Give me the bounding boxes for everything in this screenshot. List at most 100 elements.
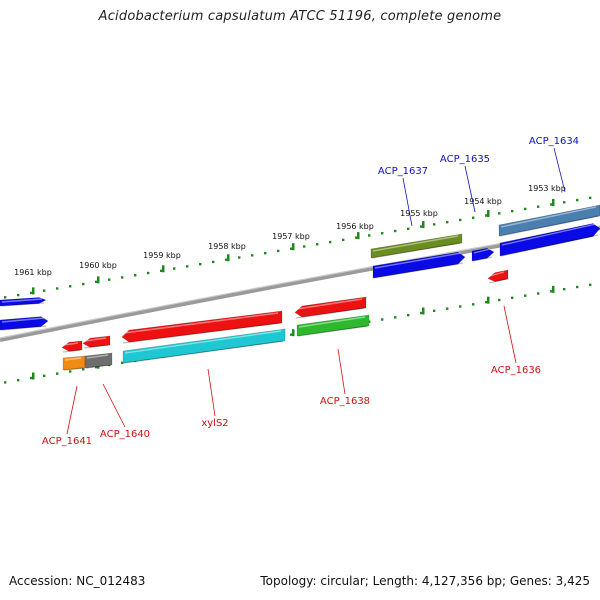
- upper-tick: [30, 291, 33, 295]
- gene-label-reverse[interactable]: ACP_1638: [320, 396, 370, 407]
- gene-acp1638-red[interactable]: [294, 296, 367, 318]
- accession-text: Accession: NC_012483: [9, 574, 146, 588]
- gene-acp1641-orange-highlight: [64, 357, 82, 361]
- upper-tick: [108, 278, 111, 281]
- gene-acp1640-gray[interactable]: [84, 352, 113, 369]
- gene-label-forward[interactable]: ACP_1637: [378, 166, 428, 177]
- gene-xyls2-cyan-shadow: [123, 340, 284, 364]
- upper-tick: [342, 238, 345, 242]
- upper-tick: [433, 223, 436, 226]
- lower-tick: [69, 370, 72, 373]
- upper-tick: [277, 249, 280, 253]
- gene-acp1638-green-shadow: [297, 325, 368, 337]
- lower-tick-major: [552, 285, 555, 293]
- gene-acp1638-green[interactable]: [296, 314, 370, 337]
- gene-acp1641-red[interactable]: [61, 340, 83, 352]
- gene-acp1640-red-shadow: [83, 344, 109, 349]
- upper-tick: [550, 203, 553, 206]
- lower-tick: [563, 287, 566, 291]
- gene-acp1640-gray-highlight: [86, 354, 109, 359]
- upper-tick: [459, 218, 462, 222]
- reverse-label-leader: [503, 305, 517, 364]
- gene-acp1636-red[interactable]: [487, 269, 509, 282]
- upper-tick-major: [97, 276, 100, 284]
- kbp-tick-label: 1954 kbp: [464, 197, 502, 206]
- gene-blue-left-highlight: [1, 317, 45, 323]
- gene-label-reverse[interactable]: ACP_1636: [491, 365, 541, 376]
- upper-tick: [238, 256, 241, 259]
- gene-acp1634-blue[interactable]: [499, 223, 600, 257]
- gene-acp1638-red-highlight: [296, 298, 363, 310]
- upper-tick: [199, 262, 202, 266]
- upper-tick: [173, 267, 176, 270]
- gene-acp1637-blue[interactable]: [372, 251, 466, 279]
- upper-tick: [43, 289, 46, 292]
- gene-red-xyls2-upper-shadow: [122, 322, 281, 344]
- lower-tick: [589, 283, 592, 287]
- reverse-label-leader: [337, 348, 346, 395]
- upper-tick: [17, 293, 20, 297]
- upper-tick: [56, 287, 59, 290]
- upper-tick: [212, 260, 215, 264]
- lower-tick-major: [292, 329, 295, 337]
- upper-tick: [355, 236, 358, 239]
- upper-tick-major: [292, 243, 295, 251]
- gene-label-reverse[interactable]: xylS2: [201, 418, 228, 429]
- lower-tick: [550, 290, 553, 293]
- gene-label-forward[interactable]: ACP_1634: [529, 136, 579, 147]
- lower-tick: [524, 294, 527, 297]
- gene-acp1635-blue-highlight: [473, 248, 491, 254]
- lower-tick: [511, 296, 514, 300]
- upper-tick: [316, 243, 319, 246]
- gene-acp1640-red[interactable]: [82, 335, 111, 348]
- kbp-tick-label: 1957 kbp: [272, 232, 310, 241]
- lower-tick-major: [422, 307, 425, 315]
- gene-acp1634-steel-shadow: [499, 215, 599, 237]
- gene-acp1641-orange-shadow: [63, 367, 84, 371]
- upper-tick: [69, 285, 72, 288]
- gene-acp1641-red-shadow: [62, 349, 81, 353]
- gene-label-reverse[interactable]: ACP_1640: [100, 429, 150, 440]
- lower-tick: [368, 320, 371, 323]
- reverse-label-leader: [207, 368, 216, 417]
- map-title: Acidobacterium capsulatum ATCC 51196, co…: [98, 9, 502, 24]
- gene-red-xyls2-upper[interactable]: [121, 310, 283, 343]
- gene-label-forward[interactable]: ACP_1635: [440, 154, 490, 165]
- upper-tick: [381, 232, 384, 235]
- upper-tick-major: [357, 232, 360, 240]
- upper-tick: [160, 269, 163, 272]
- upper-tick: [472, 216, 475, 219]
- gene-acp1638-red-shadow: [295, 307, 365, 319]
- genome-summary-text: Topology: circular; Length: 4,127,356 bp…: [260, 574, 590, 588]
- upper-tick: [485, 214, 488, 217]
- gene-acp1635-blue[interactable]: [471, 247, 495, 262]
- gene-xyls2-cyan[interactable]: [122, 328, 286, 364]
- gene-red-xyls2-upper-highlight: [123, 312, 279, 334]
- gene-blue-left-upper[interactable]: [0, 297, 47, 307]
- kbp-tick-label: 1961 kbp: [14, 268, 52, 277]
- reverse-label-leader: [66, 385, 78, 435]
- upper-tick: [576, 198, 579, 202]
- gene-blue-left[interactable]: [0, 316, 49, 331]
- gene-acp1641-red-highlight: [63, 342, 79, 346]
- upper-tick-major: [162, 265, 165, 273]
- upper-tick: [368, 234, 371, 237]
- gene-blue-left-upper-highlight: [1, 298, 43, 303]
- gene-acp1636-red-highlight: [489, 271, 505, 277]
- gene-acp1634-steel[interactable]: [498, 204, 600, 237]
- lower-tick: [17, 378, 20, 382]
- gene-label-reverse[interactable]: ACP_1641: [42, 436, 92, 447]
- gene-acp1634-blue-highlight: [501, 223, 597, 246]
- lower-tick: [537, 292, 540, 295]
- gene-blue-left-upper-shadow: [0, 302, 45, 307]
- gene-acp1637-olive[interactable]: [370, 233, 463, 259]
- lower-tick: [82, 368, 85, 371]
- upper-tick: [95, 280, 98, 284]
- upper-tick: [303, 245, 306, 248]
- forward-label-leader: [402, 177, 413, 227]
- lower-tick: [433, 309, 436, 313]
- upper-tick: [589, 196, 592, 200]
- upper-tick: [4, 296, 7, 299]
- lower-tick: [43, 374, 46, 378]
